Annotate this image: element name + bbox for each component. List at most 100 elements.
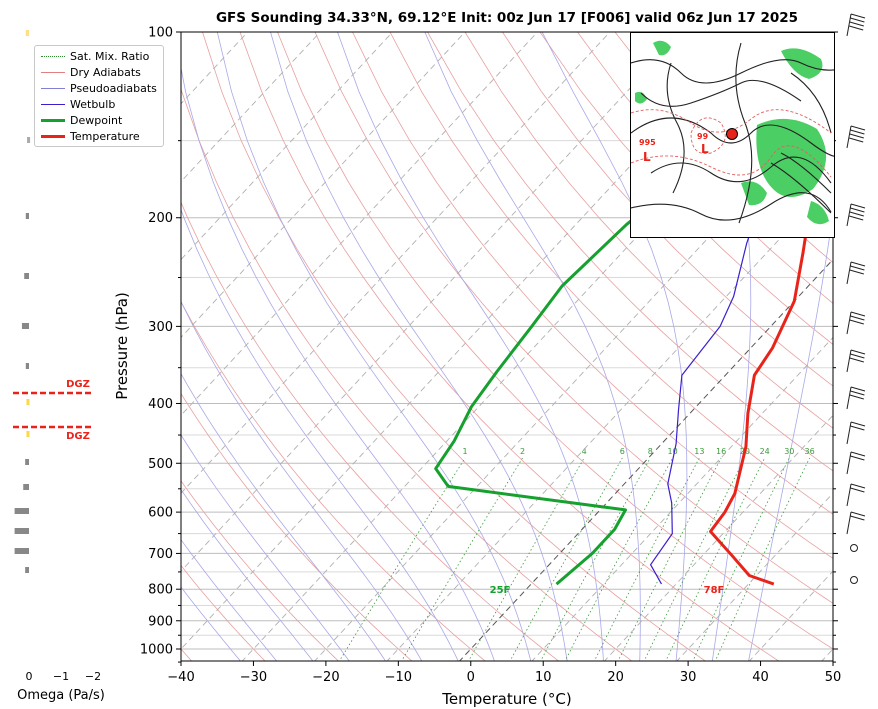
- mixing-ratio-label: 30: [784, 447, 794, 456]
- legend-label: Temperature: [70, 130, 140, 143]
- dry-adiabat-line: [181, 480, 339, 661]
- wind-barb-calm: [850, 576, 858, 584]
- legend-swatch: [41, 88, 65, 89]
- wind-barb-flag: [850, 311, 866, 317]
- wind-barb-flag: [850, 483, 866, 489]
- wind-barb-calm: [850, 544, 858, 552]
- x-tick-label: 40: [752, 670, 769, 685]
- wind-barb-flag: [850, 125, 866, 131]
- omega-tick-label: −2: [85, 670, 101, 683]
- wind-barb-staff: [846, 451, 852, 475]
- mixing-ratio-label: 24: [760, 447, 770, 456]
- wind-barb-flag: [850, 421, 866, 427]
- inset-map-graphic: 995 L 99 L: [631, 33, 834, 237]
- dry-adiabat-line: [277, 32, 833, 650]
- inset-low-label-2: L: [701, 142, 709, 156]
- mixing-ratio-label: 13: [694, 447, 704, 456]
- dry-adiabat-line: [502, 32, 833, 387]
- pseudoadiabat-line: [748, 209, 833, 661]
- wind-barb-flag: [849, 357, 864, 363]
- pseudoadiabat-line: [270, 32, 568, 661]
- omega-bar: [25, 459, 29, 465]
- legend-label: Dewpoint: [70, 114, 123, 127]
- omega-bar: [14, 548, 29, 554]
- legend-label: Wetbulb: [70, 98, 116, 111]
- wind-barb-flag: [850, 13, 866, 19]
- legend-item-dewpoint: Dewpoint: [35, 114, 163, 128]
- y-axis-title: Pressure (hPa): [113, 292, 131, 400]
- y-tick-label: 1000: [140, 643, 173, 658]
- x-tick-label: 30: [680, 670, 697, 685]
- surface-temperature-label: 78F: [704, 585, 725, 596]
- wind-barb-staff: [846, 483, 852, 507]
- pseudoadiabat-line: [695, 32, 752, 661]
- legend-label: Sat. Mix. Ratio: [70, 50, 150, 63]
- pseudoadiabat-line: [181, 434, 350, 661]
- mixing-ratio-line: [564, 457, 673, 661]
- dry-adiabat-line: [539, 32, 833, 345]
- wind-barb-flag: [850, 390, 865, 396]
- wind-barb-flag: [850, 386, 866, 392]
- wind-barb-flag: [850, 425, 865, 431]
- dry-adiabat-line: [389, 32, 833, 515]
- x-tick-label: −20: [312, 670, 339, 685]
- isotherm-line: [181, 32, 683, 572]
- dry-adiabat-line: [181, 564, 266, 661]
- omega-bar: [27, 137, 31, 143]
- x-axis-title: Temperature (°C): [441, 690, 571, 708]
- surface-dewpoint-label: 25F: [490, 585, 511, 596]
- omega-bar: [26, 399, 30, 405]
- dry-adiabat-line: [577, 32, 833, 304]
- x-tick-label: −10: [385, 670, 412, 685]
- omega-bar: [14, 528, 29, 534]
- legend-swatch: [41, 72, 65, 73]
- wind-barb-staff: [846, 13, 852, 37]
- chart-legend: Sat. Mix. Ratio Dry Adiabats Pseudoadiab…: [34, 45, 164, 147]
- wind-barb-flag: [850, 353, 865, 359]
- wind-barb-flag: [849, 25, 864, 31]
- legend-swatch: [41, 104, 65, 105]
- x-tick-label: 20: [607, 670, 624, 685]
- omega-bar: [14, 508, 29, 514]
- dry-adiabat-line: [181, 201, 560, 661]
- omega-bar: [24, 273, 29, 279]
- legend-swatch: [41, 119, 65, 122]
- mixing-ratio-label: 2: [520, 447, 525, 456]
- wind-barb-flag: [850, 349, 866, 355]
- mixing-ratio-label: 4: [582, 447, 587, 456]
- wind-barb-flag: [849, 319, 864, 325]
- y-tick-label: 100: [148, 26, 173, 41]
- legend-label: Pseudoadiabats: [70, 82, 157, 95]
- wind-barb-flag: [850, 487, 865, 493]
- y-tick-label: 200: [148, 211, 173, 226]
- mixing-ratio-line: [509, 457, 623, 661]
- mixing-ratio-label: 36: [805, 447, 815, 456]
- inset-low-label-1: L: [643, 150, 651, 164]
- dgz-upper-label: DGZ: [66, 379, 90, 390]
- wind-barb-flag: [850, 455, 865, 461]
- x-tick-label: −30: [240, 670, 267, 685]
- pseudoadiabat-line: [181, 539, 278, 661]
- inset-pressure-label-1: 995: [639, 138, 656, 147]
- isotherm-line: [314, 103, 833, 661]
- mixing-ratio-line: [540, 457, 651, 661]
- legend-swatch: [41, 135, 65, 138]
- dry-adiabat-line: [181, 87, 633, 661]
- wind-barb-staff: [846, 511, 852, 535]
- y-tick-label: 600: [148, 506, 173, 521]
- omega-tick-label: 0: [26, 670, 33, 683]
- wind-barb-flag: [849, 133, 864, 139]
- y-tick-label: 500: [148, 457, 173, 472]
- wind-barb-staff: [846, 349, 852, 373]
- y-tick-label: 800: [148, 583, 173, 598]
- omega-bar: [25, 30, 29, 36]
- x-tick-label: 10: [535, 670, 552, 685]
- inset-location-marker: [726, 128, 738, 140]
- omega-bar: [26, 431, 30, 437]
- wind-barb-flag: [850, 207, 865, 213]
- wind-barb-flag: [849, 211, 864, 217]
- y-tick-label: 400: [148, 397, 173, 412]
- pseudoadiabat-line: [181, 300, 423, 661]
- mixing-ratio-label: 10: [668, 447, 678, 456]
- legend-item-wetbulb: Wetbulb: [35, 98, 163, 112]
